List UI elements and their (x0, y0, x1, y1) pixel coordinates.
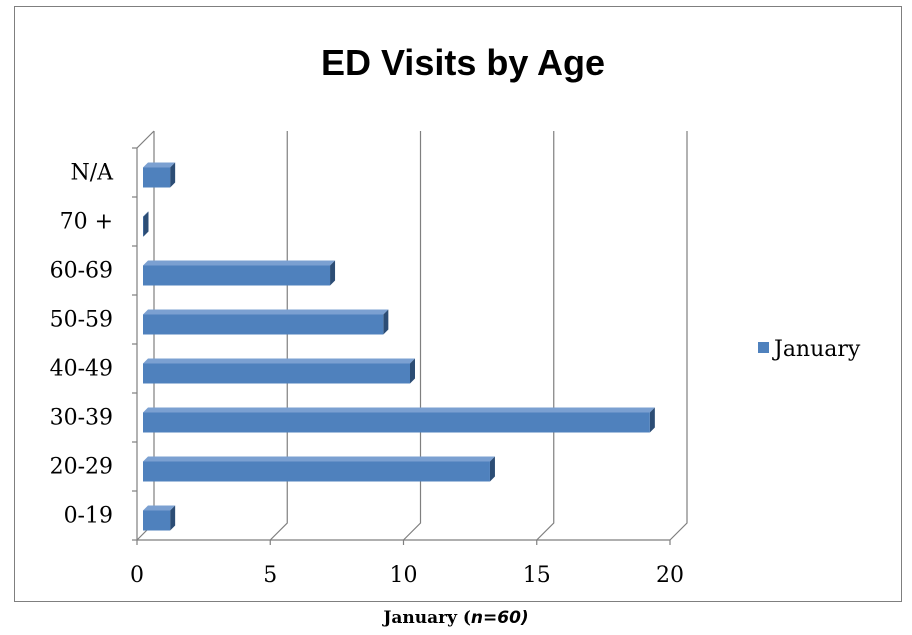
legend: January (758, 337, 861, 362)
chart-caption: January (n=60) (0, 608, 912, 628)
x-tick-label-4: 20 (656, 563, 684, 588)
legend-swatch-january (758, 342, 769, 353)
y-tick-label-4: 50-59 (50, 308, 113, 333)
x-tick-label-3: 15 (523, 563, 551, 588)
chart-frame (14, 6, 902, 602)
bar-0 (143, 510, 171, 531)
bar-top-6 (143, 211, 149, 217)
y-tick-label-5: 60-69 (50, 259, 113, 284)
bar-top-0 (143, 505, 176, 511)
x-tick-label-2: 10 (390, 563, 418, 588)
bar-top-5 (143, 260, 336, 266)
bar-7 (143, 167, 171, 188)
y-tick-label-1: 20-29 (50, 455, 113, 480)
bar-top-2 (143, 407, 655, 413)
bar-top-3 (143, 358, 415, 364)
bar-4 (143, 314, 384, 335)
x-tick-label-0: 0 (130, 563, 144, 588)
bar-5 (143, 265, 331, 286)
bar-top-7 (143, 162, 176, 168)
x-tick-labels: 0 5 10 15 20 (130, 563, 684, 588)
caption-prefix: January ( (383, 608, 471, 628)
bar-side-5 (330, 260, 336, 286)
bar-side-4 (383, 309, 389, 335)
bar-top-1 (143, 456, 495, 462)
bars (143, 162, 655, 531)
bar-1 (143, 461, 490, 482)
bar-side-6 (143, 211, 149, 237)
y-tick-label-2: 30-39 (50, 406, 113, 431)
bar-side-7 (170, 162, 176, 188)
bar-2 (143, 412, 650, 433)
y-tick-label-0: 0-19 (64, 504, 113, 529)
axes (132, 130, 671, 545)
bar-6 (143, 216, 144, 237)
y-tick-labels: 0-19 20-29 30-39 40-49 50-59 60-69 70 + N/A (50, 161, 115, 529)
y-tick-label-7: N/A (70, 161, 114, 186)
chart-title: ED Visits by Age (321, 42, 605, 83)
x-tick-label-1: 5 (263, 563, 277, 588)
y-tick-label-3: 40-49 (50, 357, 113, 382)
bar-side-0 (170, 505, 176, 531)
y-tick-label-6: 70 + (60, 210, 113, 235)
bar-side-3 (410, 358, 415, 384)
bar-3 (143, 363, 410, 384)
caption-sample-size: n=60) (470, 608, 529, 628)
legend-label-january: January (772, 337, 861, 362)
gridline-x-3 (536, 131, 555, 541)
gridline-x-4 (669, 131, 688, 541)
bar-top-4 (143, 309, 389, 315)
bar-side-2 (649, 407, 655, 433)
bar-side-1 (489, 456, 495, 482)
gridline-x-2 (403, 131, 422, 541)
